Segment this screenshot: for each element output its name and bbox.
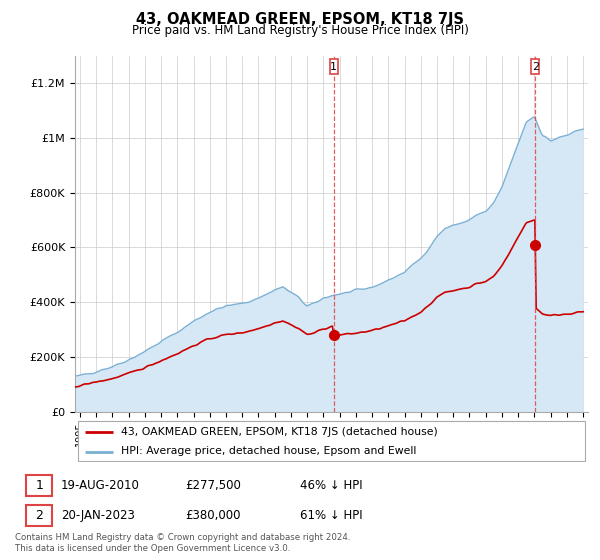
Text: 1: 1 [35,479,43,492]
Text: £380,000: £380,000 [185,508,240,521]
Text: 20-JAN-2023: 20-JAN-2023 [61,508,135,521]
FancyBboxPatch shape [531,59,539,74]
Text: £277,500: £277,500 [185,479,241,492]
FancyBboxPatch shape [77,421,586,461]
FancyBboxPatch shape [329,59,338,74]
Text: 61% ↓ HPI: 61% ↓ HPI [300,508,362,521]
Text: 2: 2 [35,508,43,521]
Text: HPI: Average price, detached house, Epsom and Ewell: HPI: Average price, detached house, Epso… [121,446,416,456]
Text: 2: 2 [532,62,539,72]
FancyBboxPatch shape [26,505,52,526]
FancyBboxPatch shape [26,475,52,496]
Text: Price paid vs. HM Land Registry's House Price Index (HPI): Price paid vs. HM Land Registry's House … [131,24,469,36]
Text: 43, OAKMEAD GREEN, EPSOM, KT18 7JS (detached house): 43, OAKMEAD GREEN, EPSOM, KT18 7JS (deta… [121,427,438,437]
Text: 19-AUG-2010: 19-AUG-2010 [61,479,140,492]
Text: 43, OAKMEAD GREEN, EPSOM, KT18 7JS: 43, OAKMEAD GREEN, EPSOM, KT18 7JS [136,12,464,27]
Text: 1: 1 [330,62,337,72]
Text: 46% ↓ HPI: 46% ↓ HPI [300,479,362,492]
Text: Contains HM Land Registry data © Crown copyright and database right 2024.
This d: Contains HM Land Registry data © Crown c… [15,533,350,553]
